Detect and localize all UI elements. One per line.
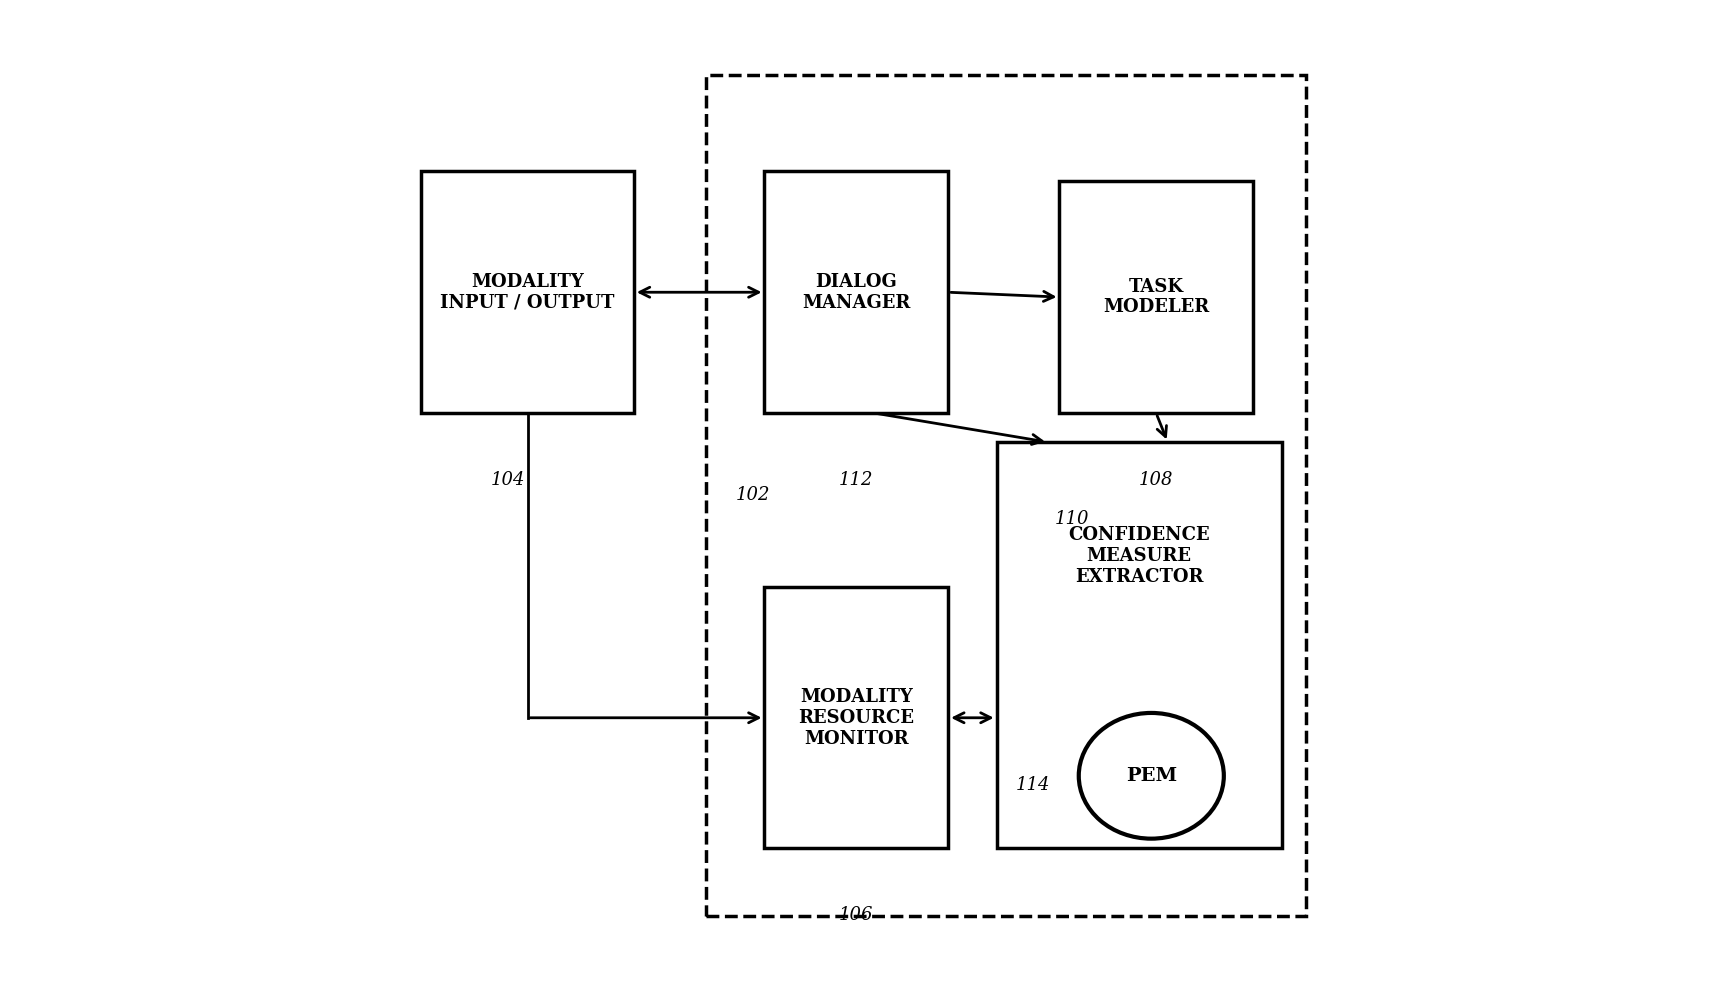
Bar (764, 588, 947, 849)
Text: 104: 104 (490, 471, 525, 490)
Bar (764, 172, 947, 413)
Text: TASK
MODELER: TASK MODELER (1103, 278, 1209, 317)
Text: 110: 110 (1055, 510, 1089, 528)
Text: MODALITY
INPUT / OUTPUT: MODALITY INPUT / OUTPUT (440, 273, 615, 312)
Text: PEM: PEM (1126, 767, 1176, 785)
Text: 114: 114 (1015, 777, 1050, 795)
Bar (707, 75, 1306, 916)
Text: DIALOG
MANAGER: DIALOG MANAGER (802, 273, 911, 312)
Text: 102: 102 (736, 487, 771, 504)
Text: 106: 106 (838, 906, 873, 924)
Text: 108: 108 (1140, 471, 1173, 490)
Bar (1060, 181, 1252, 413)
Text: CONFIDENCE
MEASURE
EXTRACTOR: CONFIDENCE MEASURE EXTRACTOR (1069, 526, 1211, 586)
Ellipse shape (1079, 713, 1225, 839)
Text: 112: 112 (838, 471, 873, 490)
Text: MODALITY
RESOURCE
MONITOR: MODALITY RESOURCE MONITOR (798, 688, 914, 748)
Bar (996, 442, 1282, 849)
Bar (421, 172, 634, 413)
